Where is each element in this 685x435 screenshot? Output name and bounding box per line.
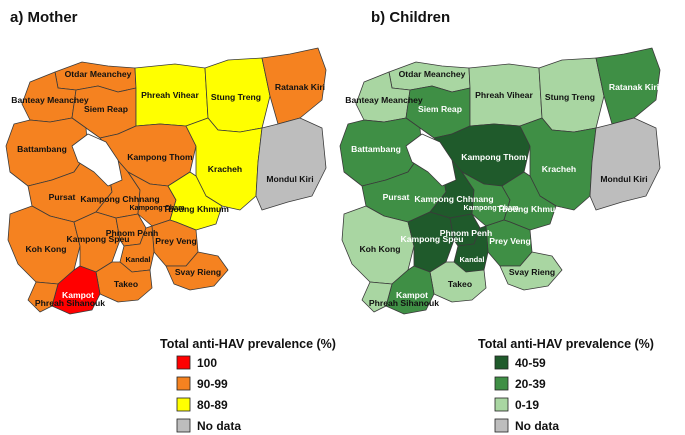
legend-children-label-40-59: 40-59 xyxy=(515,356,546,370)
label-kampong-thom: Kampong Thom xyxy=(127,152,193,162)
label-kampot: Kampot xyxy=(62,290,94,300)
label-banteay-meanchey: Banteay Meanchey xyxy=(11,95,89,105)
label-prey-veng: Prey Veng xyxy=(155,236,197,246)
label-kampong-chhnang: Kampong Chhnang xyxy=(414,194,493,204)
label-ratanak-kiri: Ratanak Kiri xyxy=(275,82,325,92)
label-stung-treng: Stung Treng xyxy=(211,92,261,102)
label-preah-vihear: Phreah Vihear xyxy=(141,90,199,100)
label-kampong-speu: Kampong Speu xyxy=(66,234,129,244)
label-siem-reap: Siem Reap xyxy=(418,104,462,114)
label-battambang: Battambang xyxy=(351,144,401,154)
label-kracheh: Kracheh xyxy=(208,164,242,174)
label-otdar-meanchey: Otdar Meanchey xyxy=(399,69,466,79)
legend-mother-swatch-80-89 xyxy=(176,397,191,412)
legend-children-label-0-19: 0-19 xyxy=(515,398,539,412)
label-prey-veng: Prey Veng xyxy=(489,236,531,246)
label-kampong-speu: Kampong Speu xyxy=(400,234,463,244)
legend-children-swatch-nodata xyxy=(494,418,509,433)
panel-a-title: a) Mother xyxy=(10,9,78,26)
label-takeo: Takeo xyxy=(448,279,472,289)
label-takeo: Takeo xyxy=(114,279,138,289)
label-kampong-cham: Kampong Cham xyxy=(129,203,184,212)
label-pursat: Pursat xyxy=(49,192,76,202)
legend-children: Total anti-HAV prevalence (%) 40-59 20-3… xyxy=(478,337,654,433)
label-tbong-khmum: Tboung Khmum xyxy=(163,204,229,214)
legend-children-swatch-20-39 xyxy=(494,376,509,391)
label-ratanak-kiri: Ratanak Kiri xyxy=(609,82,659,92)
label-kracheh: Kracheh xyxy=(542,164,576,174)
label-kandal: Kandal xyxy=(459,255,484,264)
label-phnom-penh: Phnom Penh xyxy=(440,228,493,238)
label-preah-sihanouk: Phreah Sihanouk xyxy=(35,298,105,308)
legend-mother-label-90-99: 90-99 xyxy=(197,377,228,391)
label-pursat: Pursat xyxy=(383,192,410,202)
label-mondul-kiri: Mondul Kiri xyxy=(600,174,647,184)
label-siem-reap: Siem Reap xyxy=(84,104,128,114)
legend-children-label-nodata: No data xyxy=(515,419,559,433)
label-svay-rieng: Svay Rieng xyxy=(509,267,555,277)
label-kandal: Kandal xyxy=(125,255,150,264)
province-mondul-kiri xyxy=(255,117,327,211)
legend-children-swatch-40-59 xyxy=(494,355,509,370)
label-battambang: Battambang xyxy=(17,144,67,154)
label-koh-kong: Koh Kong xyxy=(25,244,66,254)
legend-mother-title: Total anti-HAV prevalence (%) xyxy=(160,337,336,351)
label-phnom-penh: Phnom Penh xyxy=(106,228,159,238)
legend-mother-label-100: 100 xyxy=(197,356,217,370)
label-tbong-khmum: Tboung Khmum xyxy=(497,204,563,214)
label-preah-vihear: Phreah Vihear xyxy=(475,90,533,100)
map-children: Otdar Meanchey Banteay Meanchey Siem Rea… xyxy=(339,47,661,315)
label-koh-kong: Koh Kong xyxy=(359,244,400,254)
legend-mother: Total anti-HAV prevalence (%) 100 90-99 … xyxy=(160,337,336,433)
legend-mother-label-nodata: No data xyxy=(197,419,241,433)
legend-mother-swatch-90-99 xyxy=(176,376,191,391)
legend-mother-label-80-89: 80-89 xyxy=(197,398,228,412)
label-stung-treng: Stung Treng xyxy=(545,92,595,102)
province-mondul-kiri xyxy=(589,117,661,211)
panel-b-title: b) Children xyxy=(371,9,450,26)
label-mondul-kiri: Mondul Kiri xyxy=(266,174,313,184)
label-kampong-cham: Kampong Cham xyxy=(463,203,518,212)
legend-mother-swatch-100 xyxy=(176,355,191,370)
legend-mother-swatch-nodata xyxy=(176,418,191,433)
label-banteay-meanchey: Banteay Meanchey xyxy=(345,95,423,105)
legend-children-swatch-0-19 xyxy=(494,397,509,412)
label-kampong-chhnang: Kampong Chhnang xyxy=(80,194,159,204)
label-kampong-thom: Kampong Thom xyxy=(461,152,527,162)
legend-children-title: Total anti-HAV prevalence (%) xyxy=(478,337,654,351)
label-otdar-meanchey: Otdar Meanchey xyxy=(65,69,132,79)
legend-children-label-20-39: 20-39 xyxy=(515,377,546,391)
label-kampot: Kampot xyxy=(396,290,428,300)
label-preah-sihanouk: Phreah Sihanouk xyxy=(369,298,439,308)
map-mother: Otdar Meanchey Banteay Meanchey Siem Rea… xyxy=(5,47,327,315)
label-svay-rieng: Svay Rieng xyxy=(175,267,221,277)
